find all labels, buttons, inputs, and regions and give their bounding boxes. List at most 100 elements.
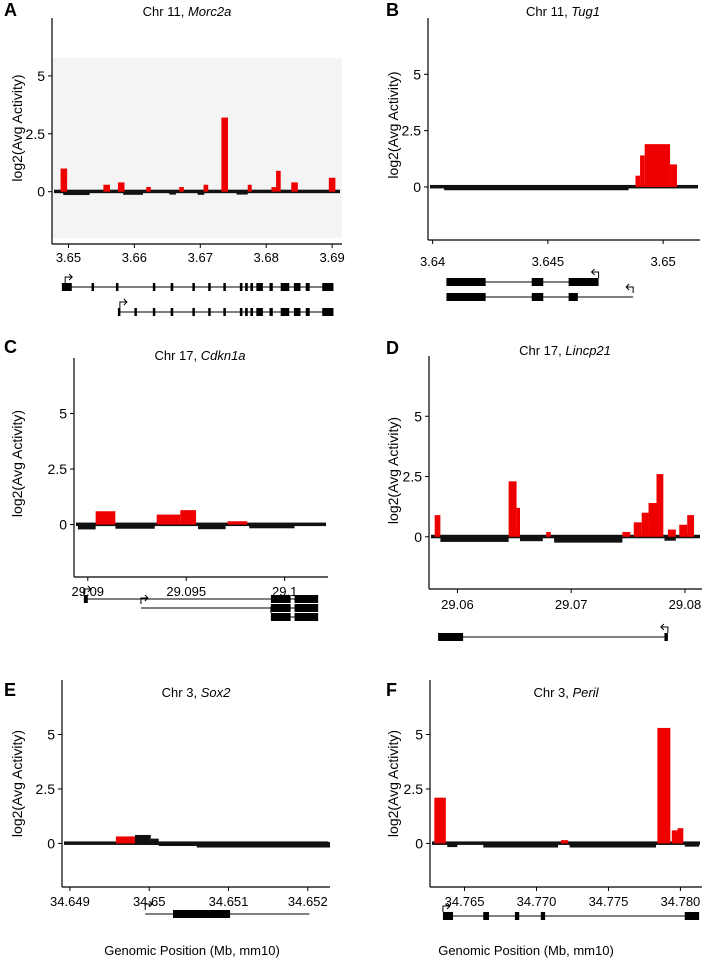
exon-block (269, 283, 273, 291)
exon-block (245, 283, 248, 291)
baseline-segment (483, 841, 559, 848)
y-tick-label: 5 (47, 726, 55, 742)
activity-peak (633, 522, 642, 537)
exon-block (442, 912, 454, 920)
exon-block (270, 613, 291, 621)
exon-block (173, 910, 231, 918)
exon-block (208, 308, 211, 316)
activity-peak (656, 474, 664, 537)
baseline-segment (444, 185, 629, 191)
exon-block (91, 283, 95, 291)
activity-peak (648, 503, 657, 537)
baseline-segment (197, 190, 205, 195)
activity-peak (180, 510, 197, 525)
exon-block (531, 278, 544, 286)
exon-block (322, 308, 334, 316)
tss-arrow-icon (625, 283, 634, 293)
exon-block (294, 613, 319, 621)
exon-block (568, 278, 599, 286)
exon-block (269, 308, 273, 316)
panel-title: Chr 11, Tug1 (526, 4, 600, 19)
exon-block (256, 308, 263, 316)
y-axis-label: log2(Avg Activity) (385, 417, 401, 524)
y-tick-label: 0 (47, 835, 55, 851)
panel-title: Chr 17, Lincp21 (519, 343, 611, 358)
activity-peak (247, 184, 252, 192)
baseline-segment (236, 190, 248, 195)
x-tick-label: 34.651 (209, 894, 249, 909)
x-tick-label: 34.775 (589, 894, 629, 909)
exon-block (223, 283, 226, 291)
tss-arrow-icon (270, 603, 279, 613)
exon-block (568, 293, 578, 301)
x-tick-label: 3.66 (122, 250, 147, 265)
baseline-segment (150, 838, 159, 845)
exon-block (256, 283, 263, 291)
activity-peak (516, 507, 520, 537)
exon-block (152, 308, 156, 316)
baseline-segment (169, 190, 176, 195)
y-tick-label: 5 (59, 406, 67, 422)
activity-peak (60, 168, 68, 192)
y-tick-label: 5 (414, 408, 422, 424)
y-axis-label: log2(Avg Activity) (385, 730, 401, 837)
x-tick-label: 3.67 (188, 250, 213, 265)
tss-arrow-icon (144, 900, 153, 910)
baseline-segment (440, 535, 509, 542)
panel-c: C Chr 17, Cdkn1a log2(Avg Activity) 0 2.5 5 29… (4, 337, 328, 621)
exon-block (483, 912, 490, 920)
activity-peak (635, 175, 641, 187)
panel-label: E (4, 680, 16, 700)
x-tick-label: 29.08 (669, 597, 702, 612)
baseline-segment (447, 841, 458, 848)
baseline-segment (158, 841, 197, 847)
tss-arrow-icon (119, 298, 128, 308)
y-tick-label: 5 (37, 68, 45, 84)
panel-label: C (4, 337, 17, 357)
baseline-segment (684, 841, 700, 847)
x-tick-label: 29.095 (166, 584, 206, 599)
x-tick-label: 29.06 (441, 597, 474, 612)
y-axis-label: log2(Avg Activity) (9, 74, 25, 181)
x-tick-label: 34.770 (517, 894, 557, 909)
tss-arrow-icon (660, 623, 669, 633)
panel-e: E Chr 3, Sox2 log2(Avg Activity) 0 2.5 5 34.64… (4, 680, 330, 918)
baseline-segment (554, 535, 623, 543)
activity-peak (227, 521, 248, 525)
activity-peak (103, 184, 110, 192)
exon-block (192, 308, 195, 316)
exon-block (134, 308, 137, 316)
baseline-trace (54, 189, 340, 194)
x-tick-label: 34.765 (445, 894, 485, 909)
exon-block (192, 283, 195, 291)
exon-block (83, 595, 88, 603)
panel-d: D Chr 17, Lincp21 log2(Avg Activity) 0 2.5 5 2… (385, 338, 702, 641)
exon-block (239, 308, 243, 316)
activity-peak (546, 531, 551, 537)
x-axis-label-left: Genomic Position (Mb, mm10) (104, 943, 280, 958)
activity-peak (434, 515, 441, 537)
exon-block (117, 308, 121, 316)
y-axis-label: log2(Avg Activity) (385, 71, 401, 178)
activity-peak (146, 187, 151, 192)
panel-title: Chr 11, Morc2a (143, 4, 232, 19)
y-tick-label: 0 (414, 529, 422, 545)
y-tick-label: 2.5 (402, 123, 422, 139)
x-tick-label: 34.780 (661, 894, 701, 909)
x-tick-label: 29.07 (555, 597, 588, 612)
baseline-segment (198, 523, 226, 530)
exon-block (280, 283, 290, 291)
x-tick-label: 3.64 (420, 254, 445, 269)
activity-peak (560, 840, 569, 844)
exon-block (270, 604, 291, 612)
panel-label: A (4, 0, 17, 20)
y-tick-label: 2.5 (403, 469, 423, 485)
exon-block (514, 912, 520, 920)
exon-block (208, 283, 211, 291)
exon-block (293, 283, 301, 291)
y-tick-label: 2.5 (26, 126, 46, 142)
y-tick-label: 5 (413, 66, 421, 82)
baseline-segment (196, 841, 330, 848)
x-tick-label: 3.65 (56, 250, 81, 265)
